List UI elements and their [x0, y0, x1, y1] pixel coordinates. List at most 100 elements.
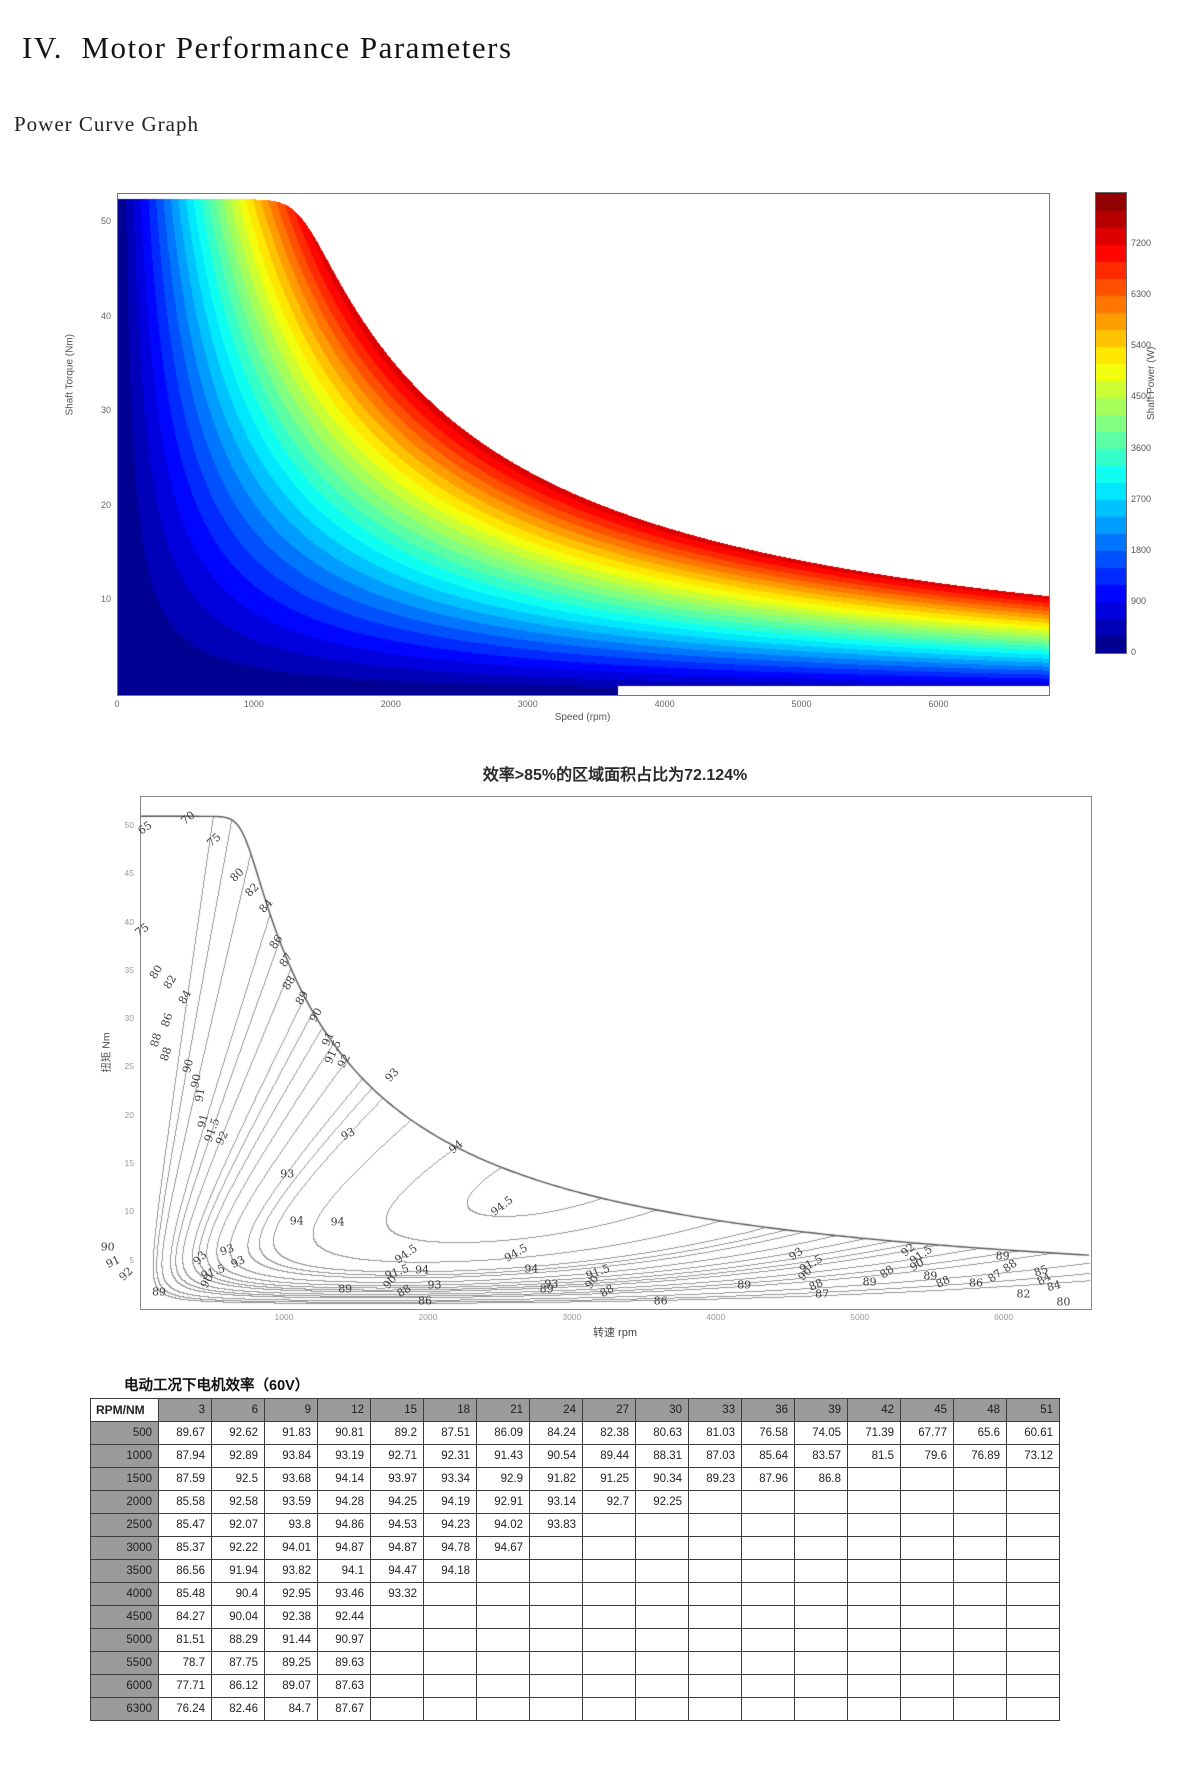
- efficiency-cell: [900, 1559, 954, 1583]
- efficiency-cell: 85.58: [158, 1490, 212, 1514]
- efficiency-cell: 94.53: [370, 1513, 424, 1537]
- table-row: 6000 77.71 86.12 89.07 87.63: [90, 1674, 1060, 1698]
- efficiency-cell: 94.1: [317, 1559, 371, 1583]
- efficiency-cell: [635, 1628, 689, 1652]
- efficiency-cell: [1006, 1490, 1060, 1514]
- efficiency-cell: [529, 1582, 583, 1606]
- efficiency-cell: [847, 1467, 901, 1491]
- efficiency-cell: [635, 1513, 689, 1537]
- efficiency-cell: [1006, 1513, 1060, 1537]
- efficiency-cell: 93.46: [317, 1582, 371, 1606]
- efficiency-cell: [741, 1605, 795, 1629]
- efficiency-cell: [794, 1674, 848, 1698]
- efficiency-cell: 93.84: [264, 1444, 318, 1468]
- efficiency-cell: 92.07: [211, 1513, 265, 1537]
- colorbar-tick-label: 7200: [1131, 238, 1152, 249]
- efficiency-cell: [953, 1651, 1007, 1675]
- efficiency-cell: [900, 1605, 954, 1629]
- efficiency-cell: [953, 1674, 1007, 1698]
- efficiency-cell: [529, 1651, 583, 1675]
- colorbar-axis-label: Shaft Power (W): [1146, 346, 1157, 420]
- efficiency-cell: [953, 1536, 1007, 1560]
- power-chart-x-axis-label: Speed (rpm): [554, 712, 611, 723]
- efficiency-cell: [1006, 1697, 1060, 1721]
- efficiency-cell: 78.7: [158, 1651, 212, 1675]
- efficiency-cell: 89.2: [370, 1421, 424, 1445]
- efficiency-cell: [847, 1536, 901, 1560]
- contour-label: 89: [338, 1282, 353, 1296]
- efficiency-cell: [1006, 1559, 1060, 1583]
- efficiency-cell: 94.25: [370, 1490, 424, 1514]
- y-axis-tick-label: 45: [124, 868, 134, 879]
- colorbar-tick-label: 2700: [1131, 493, 1152, 504]
- y-axis-tick-label: 15: [124, 1158, 134, 1169]
- column-header-cell: 24: [529, 1398, 583, 1422]
- colorbar-tick-label: 5400: [1131, 340, 1152, 351]
- efficiency-cell: [794, 1605, 848, 1629]
- efficiency-cell: [900, 1697, 954, 1721]
- efficiency-cell: [529, 1536, 583, 1560]
- efficiency-cell: [794, 1697, 848, 1721]
- efficiency-cell: [794, 1490, 848, 1514]
- efficiency-cell: [847, 1582, 901, 1606]
- efficiency-cell: [953, 1628, 1007, 1652]
- contour-label: 86: [418, 1294, 432, 1308]
- efficiency-cell: [953, 1490, 1007, 1514]
- column-header-cell: 12: [317, 1398, 371, 1422]
- efficiency-cell: 87.67: [317, 1697, 371, 1721]
- contour-label: 82: [1016, 1287, 1031, 1301]
- efficiency-cell: 87.94: [158, 1444, 212, 1468]
- efficiency-cell: 76.58: [741, 1421, 795, 1445]
- x-axis-tick-label: 1000: [274, 1312, 294, 1322]
- efficiency-cell: 74.05: [794, 1421, 848, 1445]
- column-header-cell: 3: [158, 1398, 212, 1422]
- efficiency-cell: [582, 1605, 636, 1629]
- colorbar: [1095, 192, 1127, 654]
- efficiency-cell: [635, 1559, 689, 1583]
- efficiency-cell: [423, 1582, 477, 1606]
- efficiency-cell: [953, 1559, 1007, 1583]
- efficiency-cell: [900, 1536, 954, 1560]
- efficiency-cell: [794, 1651, 848, 1675]
- column-header-cell: 39: [794, 1398, 848, 1422]
- efficiency-cell: 85.47: [158, 1513, 212, 1537]
- efficiency-cell: 94.14: [317, 1467, 371, 1491]
- contour-label: 86: [969, 1276, 983, 1290]
- row-header-cell: 5500: [90, 1651, 159, 1675]
- column-header-cell: 27: [582, 1398, 636, 1422]
- efficiency-cell: 91.44: [264, 1628, 318, 1652]
- efficiency-cell: [423, 1605, 477, 1629]
- contour-label: 87: [815, 1287, 830, 1301]
- column-header-cell: 30: [635, 1398, 689, 1422]
- efficiency-cell: 93.68: [264, 1467, 318, 1491]
- efficiency-cell: 93.82: [264, 1559, 318, 1583]
- efficiency-cell: 87.59: [158, 1467, 212, 1491]
- colorbar-tick-label: 6300: [1131, 289, 1152, 300]
- colorbar-tick-label: 0: [1131, 647, 1137, 657]
- y-axis-tick-label: 20: [100, 499, 111, 510]
- column-header-cell: 42: [847, 1398, 901, 1422]
- efficiency-cell: 76.89: [953, 1444, 1007, 1468]
- efficiency-cell: [794, 1536, 848, 1560]
- contour-label: 89: [152, 1285, 166, 1299]
- efficiency-cell: 92.44: [317, 1605, 371, 1629]
- efficiency-cell: 90.81: [317, 1421, 371, 1445]
- efficiency-cell: [741, 1559, 795, 1583]
- efficiency-cell: 93.32: [370, 1582, 424, 1606]
- efficiency-cell: [635, 1651, 689, 1675]
- row-header-cell: 1000: [90, 1444, 159, 1468]
- x-axis-tick-label: 6000: [994, 1312, 1014, 1322]
- row-header-cell: 2500: [90, 1513, 159, 1537]
- efficiency-cell: 92.62: [211, 1421, 265, 1445]
- efficiency-cell: [476, 1674, 530, 1698]
- colorbar-tick-label: 3600: [1131, 442, 1152, 453]
- efficiency-cell: 84.7: [264, 1697, 318, 1721]
- table-row: 2000 85.58 92.58 93.59 94.28 94.25 94.19 92.91 9…: [90, 1490, 1060, 1514]
- efficiency-cell: [953, 1582, 1007, 1606]
- efficiency-cell: 89.63: [317, 1651, 371, 1675]
- efficiency-cell: 93.97: [370, 1467, 424, 1491]
- efficiency-cell: [476, 1628, 530, 1652]
- efficiency-cell: [582, 1651, 636, 1675]
- efficiency-table: RPM/NM 3 6 9 12 15 18 21 24 27 30 33 36 39 42 45 48 51 500…: [90, 1398, 1060, 1721]
- efficiency-cell: [582, 1697, 636, 1721]
